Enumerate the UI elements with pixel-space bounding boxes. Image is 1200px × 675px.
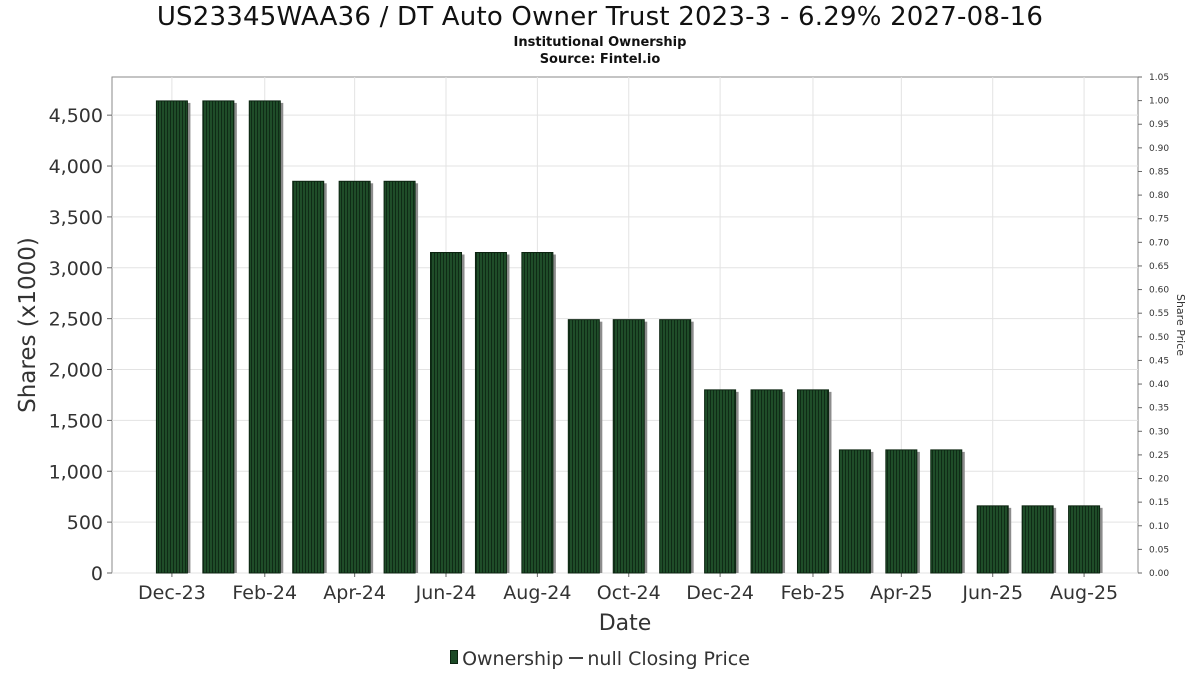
y2-tick-label: 0.15 [1149, 498, 1169, 508]
chart-source: Source: Fintel.io [539, 52, 661, 67]
y2-tick-label: 0.50 [1149, 333, 1169, 343]
chart-legend: Ownership null Closing Price [0, 648, 1200, 670]
price-legend-label: null Closing Price [587, 648, 750, 670]
x-tick-label: Feb-24 [232, 582, 297, 604]
y2-tick-label: 0.20 [1149, 475, 1169, 485]
x-tick-label: Dec-23 [138, 582, 206, 604]
ownership-bar [338, 180, 371, 574]
price-legend-line [569, 657, 584, 659]
y-axis-title: Shares (x1000) [15, 237, 41, 413]
ownership-legend-swatch [450, 650, 459, 664]
ownership-bar [796, 389, 829, 574]
x-tick-label: Jun-24 [415, 582, 477, 604]
x-tick-label: Aug-25 [1050, 582, 1118, 604]
ownership-bar [430, 252, 463, 574]
x-tick-label: Dec-24 [686, 582, 754, 604]
ownership-bar [838, 449, 871, 574]
y-tick-label: 2,500 [49, 309, 103, 331]
ownership-bar [704, 389, 737, 574]
y-tick-label: 1,000 [49, 461, 103, 483]
x-tick-label: Jun-25 [961, 582, 1023, 604]
y-tick-label: 0 [91, 563, 103, 585]
y2-tick-label: 0.90 [1149, 144, 1169, 154]
y2-tick-label: 0.10 [1149, 522, 1169, 532]
chart-subtitle: Institutional Ownership [513, 35, 687, 50]
ownership-bar [1021, 505, 1054, 574]
y2-tick-label: 0.65 [1149, 262, 1169, 272]
y2-tick-label: 0.75 [1149, 215, 1169, 225]
ownership-bar [659, 319, 692, 574]
x-tick-label: Apr-25 [870, 582, 933, 604]
y2-tick-label: 0.00 [1149, 569, 1169, 579]
ownership-bar [1068, 505, 1101, 574]
x-tick-label: Apr-24 [323, 582, 386, 604]
y2-tick-label: 0.45 [1149, 356, 1169, 366]
ownership-bar [383, 180, 416, 574]
y2-tick-label: 0.05 [1149, 545, 1169, 555]
ownership-bar [155, 100, 188, 574]
y2-tick-label: 1.00 [1149, 97, 1169, 107]
ownership-bar [474, 252, 507, 574]
y-tick-label: 3,000 [49, 258, 103, 280]
y2-tick-label: 0.55 [1149, 309, 1169, 319]
y2-axis-title: Share Price [1174, 294, 1187, 356]
y2-tick-label: 0.25 [1149, 451, 1169, 461]
y2-tick-label: 0.85 [1149, 167, 1169, 177]
y2-tick-label: 0.35 [1149, 404, 1169, 414]
chart-title: US23345WAA36 / DT Auto Owner Trust 2023-… [156, 2, 1044, 32]
ownership-bar [930, 449, 963, 574]
y2-tick-label: 0.40 [1149, 380, 1169, 390]
y2-tick-label: 0.60 [1149, 286, 1169, 296]
ownership-bar [750, 389, 783, 574]
ownership-bar [202, 100, 235, 574]
x-tick-label: Aug-24 [503, 582, 571, 604]
ownership-bar [976, 505, 1009, 574]
y-tick-label: 500 [67, 512, 103, 534]
y-tick-label: 4,000 [49, 156, 103, 178]
ownership-bar [567, 319, 600, 574]
y2-tick-label: 0.70 [1149, 238, 1169, 248]
y2-tick-label: 0.80 [1149, 191, 1169, 201]
ownership-bar [521, 252, 554, 574]
ownership-legend-label: Ownership [462, 648, 564, 670]
ownership-bar [292, 180, 325, 574]
ownership-bar [885, 449, 918, 574]
x-tick-label: Feb-25 [781, 582, 846, 604]
y2-tick-label: 0.30 [1149, 427, 1169, 437]
y2-tick-label: 0.95 [1149, 120, 1169, 130]
ownership-bar [248, 100, 281, 574]
x-tick-label: Oct-24 [597, 582, 661, 604]
y-tick-label: 1,500 [49, 410, 103, 432]
x-axis-title: Date [599, 611, 652, 636]
y-tick-label: 4,500 [49, 105, 103, 127]
y-tick-label: 3,500 [49, 207, 103, 229]
ownership-bar [612, 319, 645, 574]
y2-tick-label: 1.05 [1149, 73, 1169, 83]
y-tick-label: 2,000 [49, 360, 103, 382]
